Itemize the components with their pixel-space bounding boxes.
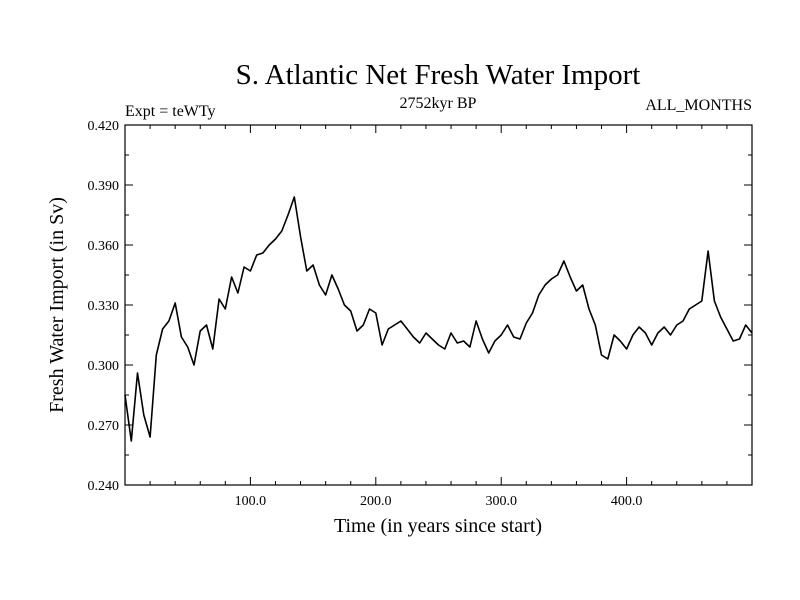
y-tick-label: 0.360 xyxy=(88,239,120,254)
chart-title: S. Atlantic Net Fresh Water Import xyxy=(236,59,641,91)
y-tick-label: 0.300 xyxy=(88,359,120,374)
x-tick-label: 200.0 xyxy=(360,494,392,509)
y-axis-label: Fresh Water Import (in Sv) xyxy=(46,197,68,413)
experiment-label: Expt = teWTy xyxy=(125,103,216,120)
y-tick-label: 0.420 xyxy=(88,119,120,134)
x-axis-ticks: 100.0 200.0 300.0 400.0 xyxy=(149,125,728,509)
plot-frame xyxy=(124,124,753,486)
y-axis-ticks: 0.240 0.270 0.300 0.330 0.360 0.390 0.420 xyxy=(88,119,752,494)
y-tick-label: 0.390 xyxy=(88,179,120,194)
x-tick-label: 300.0 xyxy=(485,494,517,509)
y-tick-label: 0.240 xyxy=(88,479,120,494)
y-tick-label: 0.330 xyxy=(88,299,120,314)
x-axis-label: Time (in years since start) xyxy=(334,515,542,537)
months-label: ALL_MONTHS xyxy=(645,97,752,114)
period-label: 2752kyr BP xyxy=(400,95,477,112)
y-tick-label: 0.270 xyxy=(88,419,120,434)
x-tick-label: 400.0 xyxy=(611,494,643,509)
series-line xyxy=(124,196,753,442)
x-tick-label: 100.0 xyxy=(235,494,267,509)
